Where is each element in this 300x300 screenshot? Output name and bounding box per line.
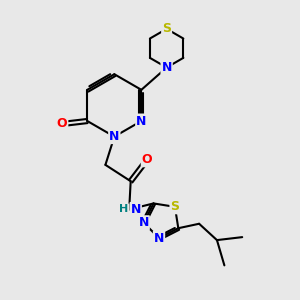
Text: N: N <box>154 232 164 244</box>
Text: N: N <box>136 115 146 128</box>
Text: S: S <box>170 200 179 213</box>
Text: N: N <box>139 216 149 229</box>
Text: S: S <box>162 22 171 35</box>
Text: N: N <box>109 130 119 143</box>
Text: O: O <box>57 118 68 130</box>
Text: H: H <box>119 204 128 214</box>
Text: O: O <box>142 153 152 166</box>
Text: N: N <box>130 203 141 216</box>
Text: N: N <box>161 61 172 74</box>
